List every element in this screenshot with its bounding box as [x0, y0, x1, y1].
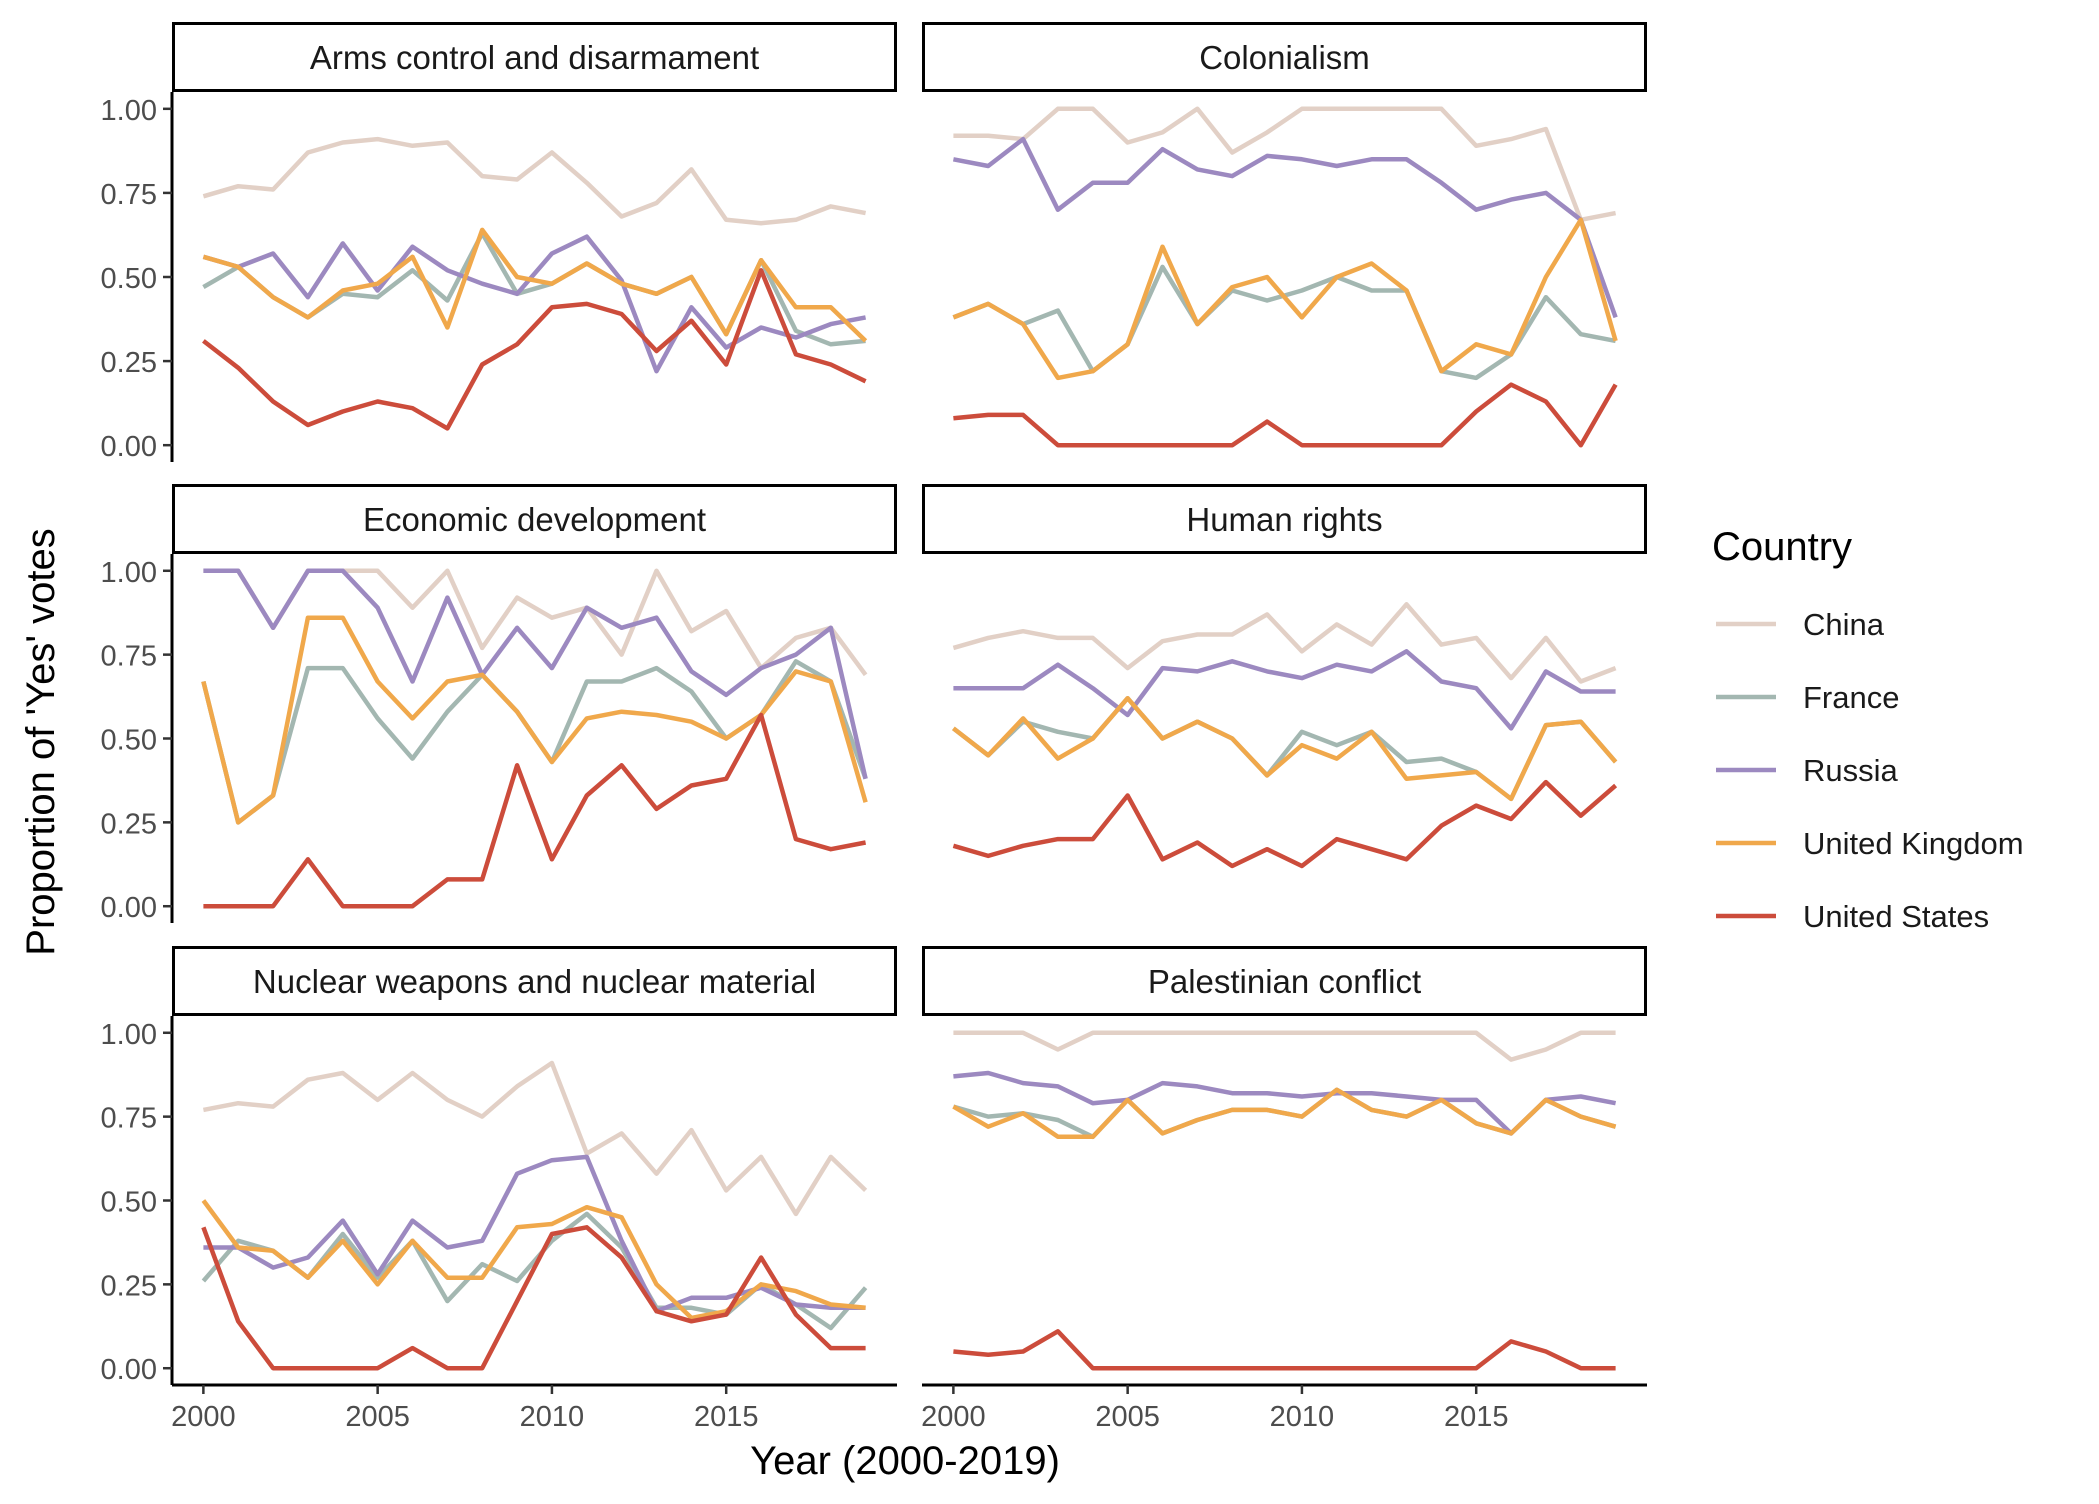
facet-strip: [172, 22, 897, 92]
series-line-china: [953, 1030, 1616, 1062]
series-line-united-states: [953, 382, 1618, 448]
legend-entry-russia: Russia: [1716, 753, 1899, 788]
facet-strip: [922, 22, 1647, 92]
legend-label: China: [1803, 607, 1885, 642]
legend-entry-united-states: United States: [1716, 899, 1989, 934]
y-tick-label: 0.75: [101, 179, 157, 211]
y-axis-title: Proportion of 'Yes' votes: [19, 528, 63, 955]
y-tick-label: 0.00: [101, 1354, 157, 1386]
facet-title: Colonialism: [1199, 39, 1370, 76]
series-line-united-kingdom: [202, 227, 868, 343]
x-tick-label: 2005: [345, 1401, 410, 1433]
facet-title: Human rights: [1186, 501, 1382, 538]
series-line-russia: [203, 568, 868, 780]
facet-panel-human-rights: Human rights: [922, 484, 1647, 869]
series-line-united-kingdom: [952, 217, 1618, 381]
series-line-united-states: [952, 779, 1618, 869]
series-line-united-states: [203, 712, 867, 909]
facet-panel-palestinian-conflict: Palestinian conflict 2000 2005 2010 2015: [921, 946, 1647, 1433]
series-line-united-kingdom: [952, 695, 1618, 802]
y-tick-label: 0.75: [101, 641, 157, 673]
legend-entry-united-kingdom: United Kingdom: [1716, 826, 2024, 861]
legend-title: Country: [1712, 525, 1852, 569]
x-tick-label: 2015: [694, 1401, 759, 1433]
y-tick-label: 1.00: [101, 95, 157, 127]
y-tick-label: 0.00: [101, 431, 157, 463]
y-tick-label: 0.00: [101, 892, 157, 924]
series-line-china: [953, 106, 1617, 223]
legend-label: Russia: [1803, 753, 1899, 788]
y-tick-label: 0.50: [101, 725, 157, 757]
legend-entry-china: China: [1716, 607, 1885, 642]
facet-panel-colonialism: Colonialism: [922, 22, 1647, 448]
legend-entry-france: France: [1716, 680, 1899, 715]
facet-panel-nuclear-weapons-and-nuclear-material: Nuclear weapons and nuclear material 0.00…: [101, 946, 897, 1433]
legend: Country China France Russia United Kingdom U…: [1712, 525, 2024, 934]
legend-label: France: [1803, 680, 1899, 715]
facet-title: Palestinian conflict: [1148, 963, 1421, 1000]
series-line-russia: [953, 1070, 1617, 1136]
series-line-china: [202, 136, 867, 226]
series-line-united-kingdom: [952, 1087, 1617, 1140]
x-tick-label: 2010: [520, 1401, 585, 1433]
x-tick-label: 2000: [921, 1401, 986, 1433]
series-line-china: [952, 602, 1617, 684]
facet-strip: [922, 484, 1647, 554]
series-line-russia: [952, 136, 1618, 319]
series-line-united-kingdom: [201, 1199, 866, 1321]
series-line-china: [202, 1060, 868, 1217]
facet-strip: [922, 946, 1647, 1016]
series-line-united-states: [953, 1329, 1616, 1371]
y-tick-label: 0.25: [101, 1270, 157, 1302]
series-line-russia: [953, 649, 1616, 731]
y-tick-label: 1.00: [101, 1019, 157, 1051]
facet-panel-arms-control-and-disarmament: Arms control and disarmament 0.00 0.25 0.50…: [101, 22, 897, 463]
facet-title: Economic development: [363, 501, 706, 538]
series-line-united-kingdom: [201, 615, 868, 825]
y-tick-label: 1.00: [101, 557, 157, 589]
x-tick-label: 2015: [1444, 1401, 1509, 1433]
y-tick-label: 0.25: [101, 347, 157, 379]
y-tick-label: 0.25: [101, 808, 157, 840]
x-axis-title: Year (2000-2019): [750, 1439, 1060, 1483]
series-line-russia: [202, 234, 867, 374]
facet-title: Nuclear weapons and nuclear material: [253, 963, 816, 1000]
x-tick-label: 2005: [1095, 1401, 1160, 1433]
facet-strip: [172, 946, 897, 1016]
x-tick-label: 2000: [171, 1401, 236, 1433]
facet-title: Arms control and disarmament: [310, 39, 759, 76]
legend-label: United Kingdom: [1803, 826, 2024, 861]
series-line-united-states: [201, 1225, 866, 1371]
y-tick-label: 0.50: [101, 1187, 157, 1219]
x-tick-label: 2010: [1270, 1401, 1335, 1433]
facet-panel-economic-development: Economic development 0.00 0.25 0.50 0.75 1.00: [101, 484, 897, 924]
y-tick-label: 0.75: [101, 1103, 157, 1135]
facet-strip: [172, 484, 897, 554]
legend-label: United States: [1803, 899, 1989, 934]
y-tick-label: 0.50: [101, 263, 157, 295]
series-line-united-states: [202, 268, 867, 431]
